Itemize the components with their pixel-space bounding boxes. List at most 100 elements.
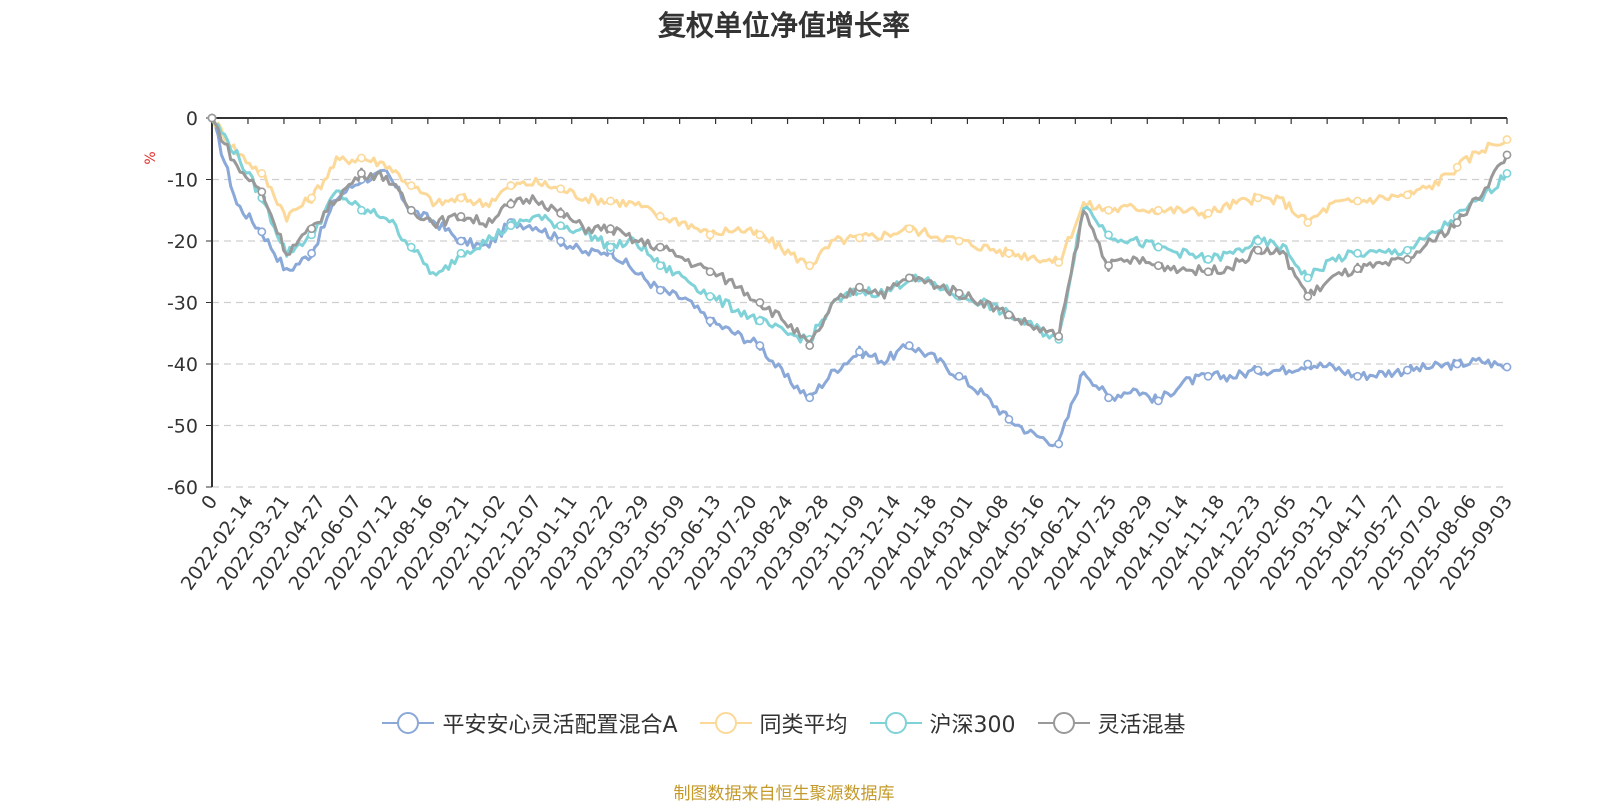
series-marker [207,113,217,123]
series-line [210,117,1509,271]
series-marker [655,285,665,295]
source-note: 制图数据来自恒生聚源数据库 [673,784,895,804]
x-tick-label: 0 [197,491,222,514]
series-marker [855,233,864,243]
series-marker [1203,208,1213,218]
series-marker [406,242,416,252]
series-marker [506,199,516,209]
series-marker [1153,205,1163,215]
series-marker [805,261,815,270]
series-marker [257,168,267,178]
series-marker [1452,218,1462,227]
series-marker [1104,205,1113,215]
series-marker [1203,371,1213,381]
series-marker [1203,267,1213,277]
series-marker [755,316,765,326]
series-marker [357,205,366,215]
chart-title: 复权单位净值增长率 [657,9,910,42]
legend-label: 灵活混基 [1097,713,1186,738]
y-tick-label: -30 [167,293,198,315]
series-marker [1104,230,1113,240]
series-marker [556,221,566,231]
series-marker [1402,245,1412,255]
series-marker [456,211,466,221]
series-marker [755,341,765,350]
series-marker [1253,245,1263,255]
series-marker [556,184,566,194]
legend: 平安安心灵活配置混合A 同类平均 沪深300 灵活混基 [0,707,1568,739]
series-marker [655,242,665,252]
series-marker [1054,439,1064,449]
series-marker [1402,255,1412,264]
legend-label: 沪深300 [929,713,1016,738]
series-marker [456,236,466,246]
series-marker [1353,264,1362,274]
series-marker [1004,310,1014,320]
series-marker [1004,248,1014,258]
series-marker [705,267,715,277]
series-marker [755,298,765,307]
series-marker [1253,236,1263,246]
series-marker [406,205,416,215]
series-marker [1353,196,1362,206]
series-marker [606,242,615,252]
series-marker [904,224,914,234]
series-marker [1153,242,1163,252]
y-tick-label: -60 [167,477,198,499]
y-tick-label: -50 [167,416,198,438]
series-marker [1353,248,1362,258]
series-marker [1104,261,1113,270]
series-marker [954,236,964,246]
series-marker [456,248,466,258]
legend-item[interactable]: 同类平均 [699,707,848,739]
series-marker [1303,218,1313,227]
series-marker [406,181,416,191]
series-marker [655,211,665,221]
series-marker [1203,255,1213,264]
legend-item[interactable]: 平安安心灵活配置混合A [382,707,678,739]
legend-item[interactable]: 灵活混基 [1037,707,1186,739]
legend-item[interactable]: 沪深300 [869,707,1016,739]
series-marker [1303,291,1313,301]
line-chart: 0-10-20-30-40-50-60%02022-02-142022-03-2… [143,108,1517,594]
series-marker [606,196,615,206]
series-marker [1502,150,1512,160]
series-marker [954,371,964,381]
series-marker [705,291,715,301]
series-marker [1104,393,1113,403]
series-marker [1402,365,1412,375]
series-marker [357,153,366,163]
series-marker [904,273,914,283]
series-marker [1353,371,1362,381]
legend-line-circle-icon [869,712,922,734]
series-marker [755,230,765,240]
series-marker [357,168,366,178]
legend-label: 平安安心灵活配置混合A [442,713,678,738]
series-marker [1054,331,1064,341]
series-marker [1153,261,1163,270]
series-marker [1502,135,1512,144]
y-tick-label: 0 [186,108,198,130]
series-marker [805,393,815,403]
series-marker [556,236,566,246]
series-marker [307,248,317,258]
series-marker [307,193,317,203]
y-tick-label: -20 [167,231,198,253]
series-marker [904,341,914,350]
legend-line-circle-icon [382,712,435,734]
series-marker [506,221,516,231]
series-marker [855,282,864,292]
series-marker [1054,258,1064,267]
series-marker [705,316,715,326]
series-line [210,117,1508,448]
series-marker [257,187,267,197]
y-tick-label: -40 [167,354,198,376]
series-line [210,117,1509,344]
series-marker [1502,362,1512,372]
y-tick-label: -10 [167,170,198,192]
series-marker [1303,273,1313,283]
series-marker [1253,365,1263,375]
legend-line-circle-icon [1037,712,1090,734]
series-marker [655,261,665,270]
series-marker [805,341,815,350]
